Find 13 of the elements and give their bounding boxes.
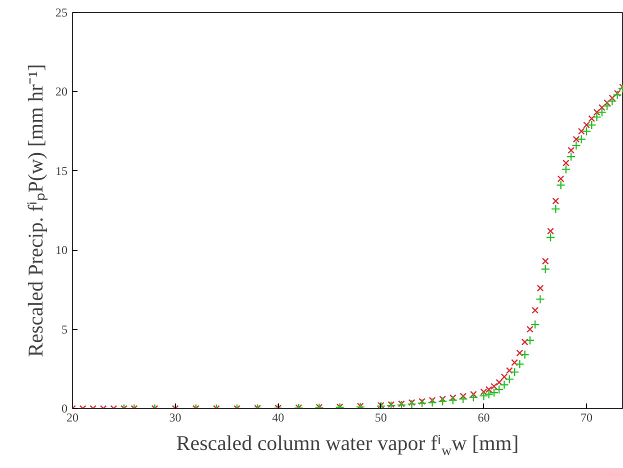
y-tick-label: 20 — [56, 84, 68, 99]
x-tick-label: 60 — [478, 410, 490, 424]
x-tick-label: 50 — [374, 410, 387, 424]
x-tick-label: 30 — [169, 410, 182, 424]
y-tick-label: 15 — [56, 164, 68, 178]
y-tick-label: 5 — [62, 322, 68, 336]
y-tick-label: 25 — [56, 6, 68, 20]
x-tick-label: 40 — [272, 410, 284, 424]
y-axis-title: Rescaled Precip. fⁱₚP(w) [mm hr⁻¹] — [24, 64, 48, 357]
y-tick-label: 0 — [62, 402, 68, 416]
x-axis-title: Rescaled column water vapor fⁱ$_{w}$w [mm] — [176, 430, 519, 462]
x-tick-label: 70 — [580, 410, 592, 424]
y-tick-label: 10 — [56, 243, 68, 258]
